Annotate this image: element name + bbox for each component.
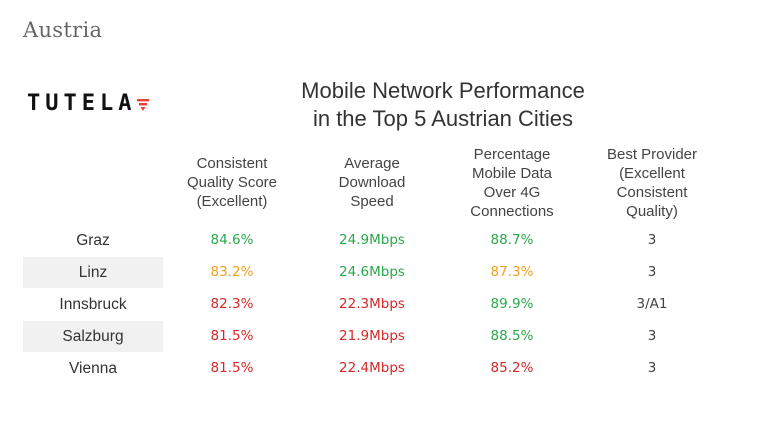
table-cell: 3 xyxy=(647,232,657,248)
table-cell: 88.7% xyxy=(490,232,534,248)
table-cell: 3/A1 xyxy=(636,296,668,312)
column-header-1: Consistent Quality Score (Excellent) xyxy=(162,154,302,211)
table-cell: 83.2% xyxy=(210,264,254,280)
column-header-line: (Excellent xyxy=(619,165,685,182)
table-cell: 87.3% xyxy=(490,264,534,280)
row-shading xyxy=(23,257,163,288)
column-header-line: Download xyxy=(338,174,406,191)
city-label: Vienna xyxy=(69,360,117,377)
city-label: Linz xyxy=(78,264,108,281)
column-header-line: Consistent xyxy=(616,184,688,201)
region-title: Austria xyxy=(23,18,103,42)
column-header-line: Speed xyxy=(350,193,394,210)
logo-wordmark: TUTELA xyxy=(27,91,137,116)
table-cell: 22.3Mbps xyxy=(339,296,405,312)
table-cell: 85.2% xyxy=(490,360,534,376)
tutela-logo: TUTELA xyxy=(27,91,150,116)
column-header-2: Average Download Speed xyxy=(302,154,442,211)
table-cell: 81.5% xyxy=(210,328,254,344)
city-label: Salzburg xyxy=(62,328,124,345)
column-header-line: Mobile Data xyxy=(471,165,553,182)
column-header-line: (Excellent) xyxy=(196,193,268,210)
column-header-3: Percentage Mobile Data Over 4G Connections xyxy=(442,145,582,221)
column-header-line: Connections xyxy=(470,203,554,220)
column-header-line: Average xyxy=(344,155,400,172)
table-title: Mobile Network Performance in the Top 5 … xyxy=(240,77,646,133)
table-cell: 88.5% xyxy=(490,328,534,344)
table-cell: 21.9Mbps xyxy=(339,328,405,344)
table-cell: 3 xyxy=(647,360,657,376)
table-cell: 84.6% xyxy=(210,232,254,248)
column-header-line: Over 4G xyxy=(483,184,541,201)
title-line-1: Mobile Network Performance xyxy=(301,78,585,103)
table-cell: 82.3% xyxy=(210,296,254,312)
city-label: Innsbruck xyxy=(59,296,127,313)
column-header-line: Consistent xyxy=(196,155,268,172)
column-header-line: Quality) xyxy=(626,203,678,220)
column-header-line: Percentage xyxy=(473,146,551,163)
table-cell: 81.5% xyxy=(210,360,254,376)
table-cell: 89.9% xyxy=(490,296,534,312)
column-header-line: Best Provider xyxy=(606,146,698,163)
table-cell: 24.6Mbps xyxy=(339,264,405,280)
title-line-2: in the Top 5 Austrian Cities xyxy=(312,106,574,131)
table-cell: 22.4Mbps xyxy=(339,360,405,376)
table-cell: 24.9Mbps xyxy=(339,232,405,248)
column-header-line: Quality Score xyxy=(186,174,278,191)
table-cell: 3 xyxy=(647,328,657,344)
column-header-4: Best Provider (Excellent Consistent Quality… xyxy=(582,145,722,221)
logo-mark-icon xyxy=(137,98,150,111)
row-shading xyxy=(23,321,163,352)
table-cell: 3 xyxy=(647,264,657,280)
city-label: Graz xyxy=(76,232,110,249)
